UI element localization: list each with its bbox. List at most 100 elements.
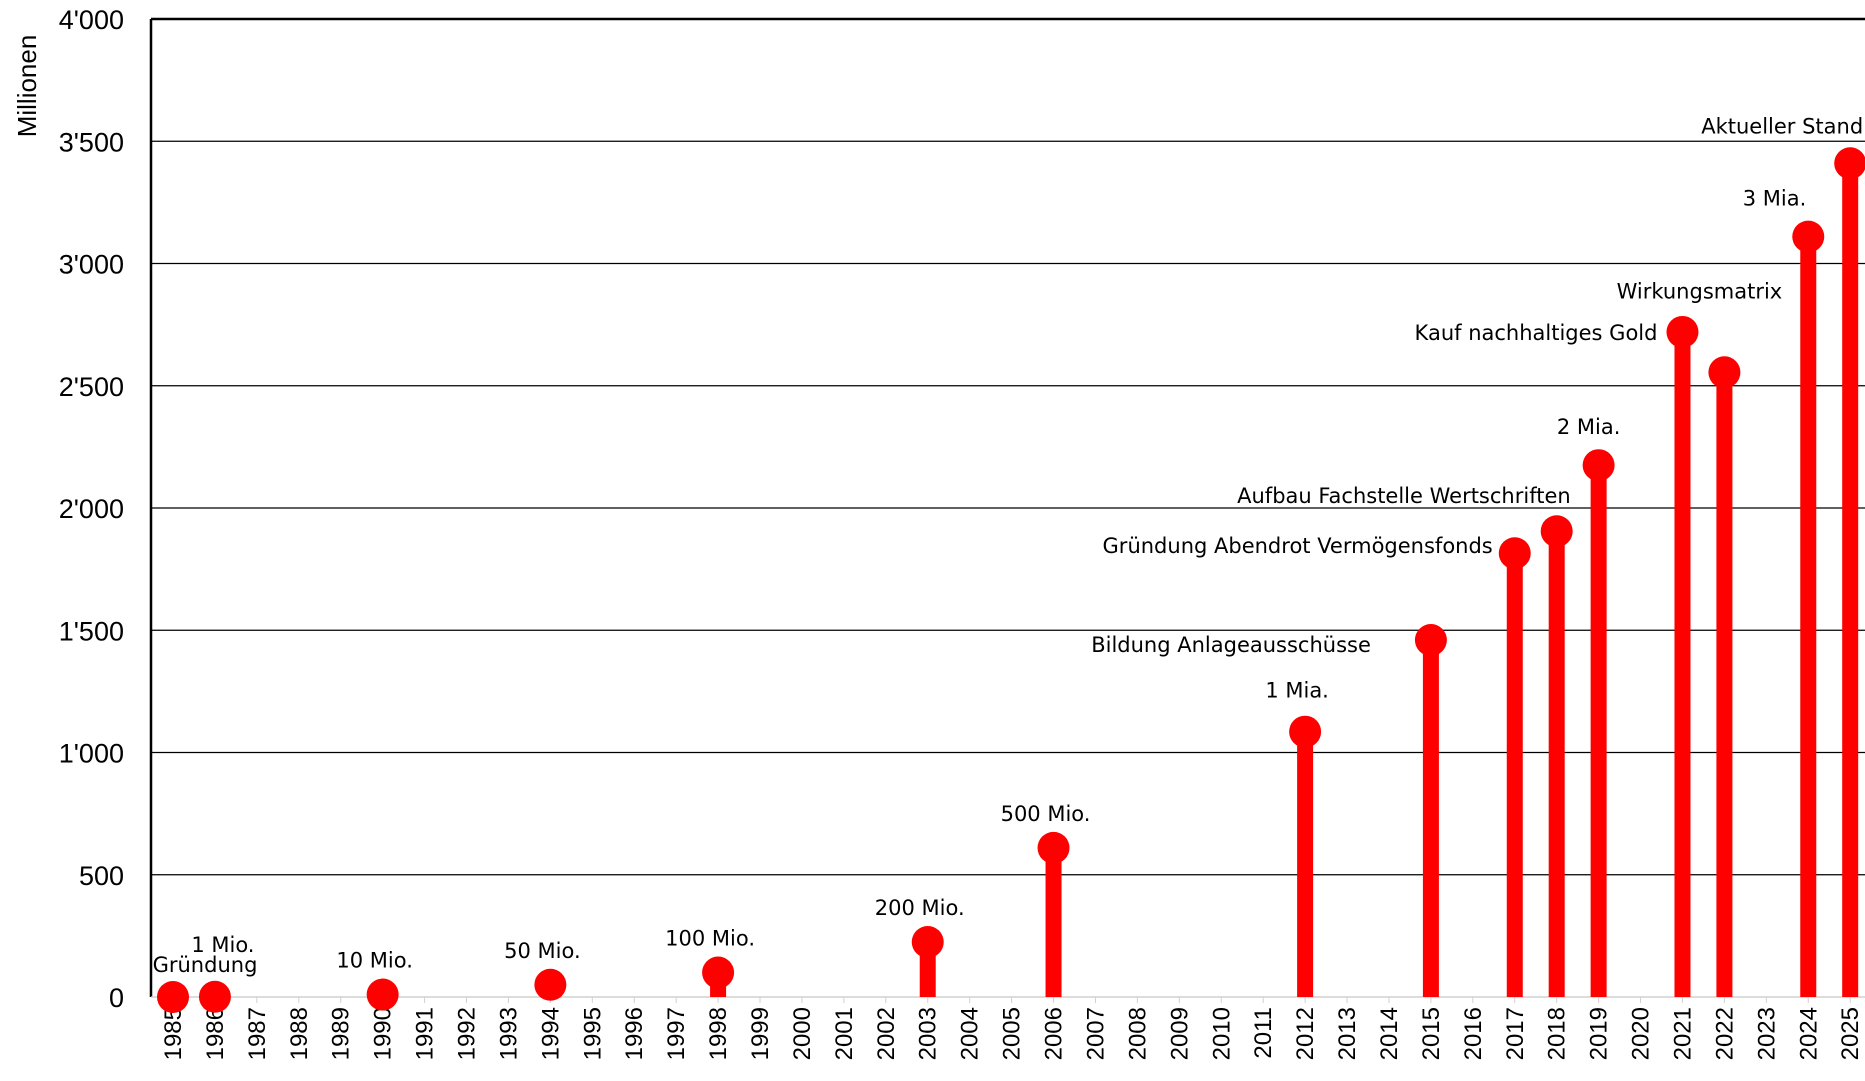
y-tick-labels: 0 500 1'000 1'500 2'000 2'500 3'000 3'500 4'000 <box>59 5 124 1013</box>
y-tick-label: 2'000 <box>59 494 124 524</box>
y-tick-label: 1'500 <box>59 616 124 646</box>
x-tick-label: 2015 <box>1418 1007 1445 1060</box>
x-tick-label: 1999 <box>747 1007 774 1060</box>
data-point <box>1792 220 1825 253</box>
y-tick-label: 3'000 <box>59 250 124 280</box>
annotation-label: Gründung <box>153 953 258 977</box>
data-point <box>198 980 231 1013</box>
x-tick-label: 2019 <box>1586 1007 1613 1060</box>
data-point <box>1498 537 1531 570</box>
x-tick-label: 1985 <box>160 1007 187 1060</box>
x-tick-label: 1988 <box>286 1007 313 1060</box>
x-tick-label: 1996 <box>621 1007 648 1060</box>
data-point <box>157 981 189 1013</box>
annotation-label: Aufbau Fachstelle Wertschriften <box>1237 484 1571 508</box>
data-point <box>911 925 944 958</box>
x-tick-label: 2018 <box>1544 1007 1571 1060</box>
annotation-label: 10 Mio. <box>336 949 413 973</box>
x-tick-label: 1995 <box>579 1007 606 1060</box>
bars <box>157 147 1865 1013</box>
annotation-label: Bildung Anlageausschüsse <box>1091 633 1371 657</box>
x-tick-label: 2013 <box>1334 1007 1361 1060</box>
x-tick-label: 1993 <box>495 1007 522 1060</box>
x-tick-label: 1998 <box>705 1007 732 1060</box>
bar <box>1548 531 1565 997</box>
annotation-label: 100 Mio. <box>665 927 755 951</box>
data-point <box>534 968 567 1001</box>
x-tick-label: 1990 <box>370 1007 397 1060</box>
x-tick-label: 2002 <box>873 1007 900 1060</box>
x-tick-label: 2006 <box>1041 1007 1068 1060</box>
annotation-label: 200 Mio. <box>875 896 965 920</box>
x-tick-label: 2017 <box>1502 1007 1529 1060</box>
bar <box>1297 731 1314 997</box>
bar <box>1800 236 1817 998</box>
annotation-label: 2 Mia. <box>1557 415 1621 439</box>
data-point <box>1289 715 1322 748</box>
data-point <box>366 978 399 1011</box>
annotation-label: 3 Mia. <box>1743 187 1807 211</box>
bar <box>1674 331 1691 998</box>
bar <box>1842 163 1859 997</box>
data-point <box>1834 147 1865 180</box>
annotation-label: Aktueller Stand <box>1701 114 1863 138</box>
x-tick-label: 2009 <box>1166 1007 1193 1060</box>
x-tick-label: 2012 <box>1292 1007 1319 1060</box>
x-tick-label: 1992 <box>454 1007 481 1060</box>
x-tick-label: 1991 <box>412 1007 439 1060</box>
y-axis-label: Millionen <box>12 35 42 138</box>
x-tick-label: 2000 <box>789 1007 816 1060</box>
x-tick-label: 2020 <box>1628 1007 1655 1060</box>
x-tick-label: 1989 <box>328 1007 355 1060</box>
annotation-label: 1 Mia. <box>1265 679 1329 703</box>
x-tick-label: 2011 <box>1250 1007 1277 1059</box>
y-tick-label: 2'500 <box>59 372 124 402</box>
bar <box>1590 465 1607 997</box>
x-tick-label: 1997 <box>663 1007 690 1060</box>
x-tick-label: 2024 <box>1795 1007 1822 1060</box>
x-tick-label: 1987 <box>244 1007 271 1060</box>
bar <box>1045 847 1062 997</box>
x-tick-label: 2004 <box>957 1007 984 1060</box>
x-tick-label: 2016 <box>1460 1007 1487 1060</box>
data-point <box>702 956 735 989</box>
x-tick-label: 2005 <box>999 1007 1026 1060</box>
x-tick-label: 1994 <box>537 1007 564 1060</box>
grid <box>151 17 1865 876</box>
data-point <box>1540 515 1573 548</box>
x-tick-label: 2008 <box>1124 1007 1151 1060</box>
x-tick-label: 2007 <box>1082 1007 1109 1060</box>
data-point <box>1582 449 1615 482</box>
annotation-label: 500 Mio. <box>1001 802 1091 826</box>
y-tick-label: 3'500 <box>59 127 124 157</box>
data-point <box>1037 831 1070 864</box>
annotation-label: Kauf nachhaltiges Gold <box>1415 321 1658 345</box>
annotation-label: Wirkungsmatrix <box>1617 279 1783 303</box>
annotation-label: 1 Mio. <box>191 933 254 957</box>
x-tick-label: 2025 <box>1837 1007 1864 1060</box>
x-tick-label: 2014 <box>1376 1007 1403 1060</box>
x-tick-label: 2001 <box>831 1007 858 1060</box>
y-tick-label: 4'000 <box>59 5 124 35</box>
x-tick-label: 2010 <box>1208 1007 1235 1060</box>
x-tick-label: 2023 <box>1753 1007 1780 1060</box>
x-tick-label: 2021 <box>1669 1007 1696 1060</box>
y-tick-label: 1'000 <box>59 739 124 769</box>
data-point <box>1666 315 1699 348</box>
x-tick-labels: 1985 1986 1987 1988 1989 1990 1991 1992 1993 1994… <box>160 997 1864 1060</box>
annotation-label: 50 Mio. <box>504 939 581 963</box>
y-tick-label: 500 <box>79 861 124 891</box>
data-point <box>1708 356 1741 389</box>
bar <box>1716 372 1733 997</box>
annotation-label: Gründung Abendrot Vermögensfonds <box>1103 534 1493 558</box>
data-point <box>1414 624 1447 657</box>
bar <box>1506 553 1523 997</box>
axes <box>149 19 1865 998</box>
x-tick-label: 1986 <box>202 1007 229 1060</box>
x-tick-label: 2003 <box>915 1007 942 1060</box>
bar <box>1422 640 1439 997</box>
x-tick-label: 2022 <box>1711 1007 1738 1060</box>
y-tick-label: 0 <box>109 983 124 1013</box>
